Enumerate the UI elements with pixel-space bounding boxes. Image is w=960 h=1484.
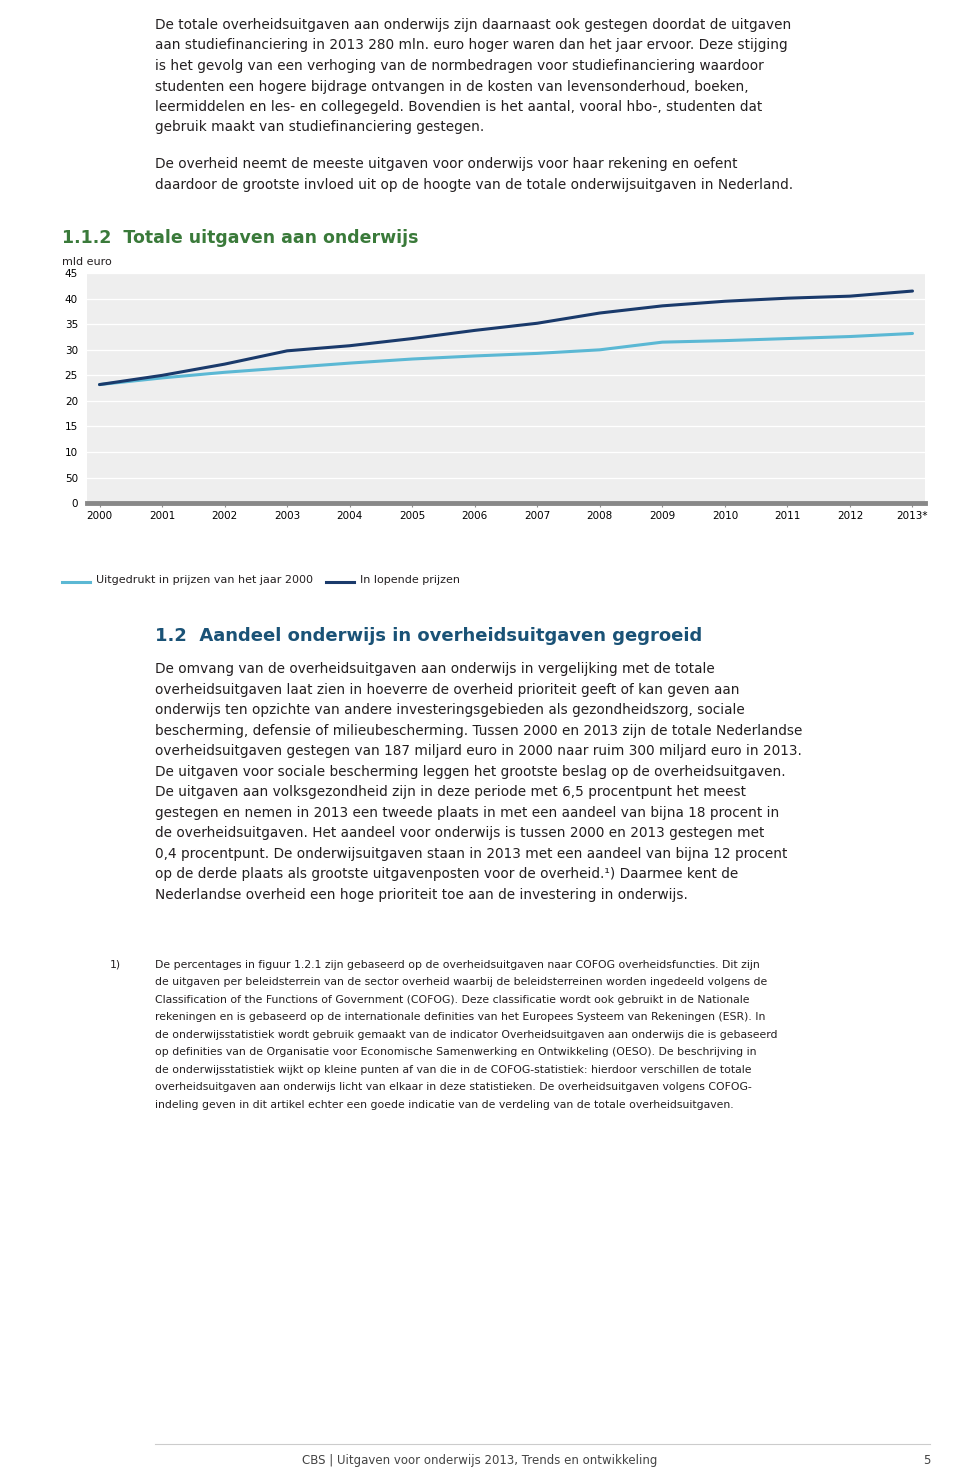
Text: De uitgaven aan volksgezondheid zijn in deze periode met 6,5 procentpunt het mee: De uitgaven aan volksgezondheid zijn in … — [155, 785, 746, 800]
Text: CBS | Uitgaven voor onderwijs 2013, Trends en ontwikkeling: CBS | Uitgaven voor onderwijs 2013, Tren… — [302, 1454, 658, 1468]
Text: gebruik maakt van studiefinanciering gestegen.: gebruik maakt van studiefinanciering ges… — [155, 120, 484, 135]
Text: de uitgaven per beleidsterrein van de sector overheid waarbij de beleidsterreine: de uitgaven per beleidsterrein van de se… — [155, 976, 767, 987]
Text: De omvang van de overheidsuitgaven aan onderwijs in vergelijking met de totale: De omvang van de overheidsuitgaven aan o… — [155, 662, 715, 677]
Text: gestegen en nemen in 2013 een tweede plaats in met een aandeel van bijna 18 proc: gestegen en nemen in 2013 een tweede pla… — [155, 806, 780, 819]
Text: overheidsuitgaven aan onderwijs licht van elkaar in deze statistieken. De overhe: overheidsuitgaven aan onderwijs licht va… — [155, 1082, 752, 1092]
Text: Uitgedrukt in prijzen van het jaar 2000: Uitgedrukt in prijzen van het jaar 2000 — [96, 576, 313, 585]
Text: overheidsuitgaven laat zien in hoeverre de overheid prioriteit geeft of kan geve: overheidsuitgaven laat zien in hoeverre … — [155, 683, 739, 697]
Text: 1): 1) — [110, 960, 121, 969]
Text: is het gevolg van een verhoging van de normbedragen voor studiefinanciering waar: is het gevolg van een verhoging van de n… — [155, 59, 764, 73]
Text: 5: 5 — [923, 1454, 930, 1468]
Text: Nederlandse overheid een hoge prioriteit toe aan de investering in onderwijs.: Nederlandse overheid een hoge prioriteit… — [155, 887, 688, 902]
Text: De percentages in figuur 1.2.1 zijn gebaseerd op de overheidsuitgaven naar COFOG: De percentages in figuur 1.2.1 zijn geba… — [155, 960, 759, 969]
Text: de onderwijsstatistiek wijkt op kleine punten af van die in de COFOG-statistiek:: de onderwijsstatistiek wijkt op kleine p… — [155, 1064, 752, 1074]
Text: daardoor de grootste invloed uit op de hoogte van de totale onderwijsuitgaven in: daardoor de grootste invloed uit op de h… — [155, 178, 793, 191]
Text: 0,4 procentpunt. De onderwijsuitgaven staan in 2013 met een aandeel van bijna 12: 0,4 procentpunt. De onderwijsuitgaven st… — [155, 847, 787, 861]
Text: Classification of the Functions of Government (COFOG). Deze classificatie wordt : Classification of the Functions of Gover… — [155, 994, 750, 1005]
Text: de overheidsuitgaven. Het aandeel voor onderwijs is tussen 2000 en 2013 gestegen: de overheidsuitgaven. Het aandeel voor o… — [155, 827, 764, 840]
Text: onderwijs ten opzichte van andere investeringsgebieden als gezondheidszorg, soci: onderwijs ten opzichte van andere invest… — [155, 703, 745, 717]
Text: In lopende prijzen: In lopende prijzen — [360, 576, 460, 585]
Text: de onderwijsstatistiek wordt gebruik gemaakt van de indicator Overheidsuitgaven : de onderwijsstatistiek wordt gebruik gem… — [155, 1030, 778, 1040]
Text: op de derde plaats als grootste uitgavenposten voor de overheid.¹) Daarmee kent : op de derde plaats als grootste uitgaven… — [155, 868, 738, 881]
Text: bescherming, defensie of milieubescherming. Tussen 2000 en 2013 zijn de totale N: bescherming, defensie of milieubeschermi… — [155, 724, 803, 738]
Text: 1.1.2  Totale uitgaven aan onderwijs: 1.1.2 Totale uitgaven aan onderwijs — [62, 229, 419, 248]
Text: studenten een hogere bijdrage ontvangen in de kosten van levensonderhoud, boeken: studenten een hogere bijdrage ontvangen … — [155, 80, 749, 93]
Text: op definities van de Organisatie voor Economische Samenwerking en Ontwikkeling (: op definities van de Organisatie voor Ec… — [155, 1048, 756, 1057]
Text: aan studiefinanciering in 2013 280 mln. euro hoger waren dan het jaar ervoor. De: aan studiefinanciering in 2013 280 mln. … — [155, 39, 787, 52]
Text: De overheid neemt de meeste uitgaven voor onderwijs voor haar rekening en oefent: De overheid neemt de meeste uitgaven voo… — [155, 157, 737, 171]
Text: rekeningen en is gebaseerd op de internationale definities van het Europees Syst: rekeningen en is gebaseerd op de interna… — [155, 1012, 765, 1022]
Text: 1.2  Aandeel onderwijs in overheidsuitgaven gegroeid: 1.2 Aandeel onderwijs in overheidsuitgav… — [155, 628, 703, 646]
Text: mld euro: mld euro — [62, 257, 111, 267]
Text: overheidsuitgaven gestegen van 187 miljard euro in 2000 naar ruim 300 miljard eu: overheidsuitgaven gestegen van 187 milja… — [155, 745, 802, 758]
Text: De uitgaven voor sociale bescherming leggen het grootste beslag op de overheidsu: De uitgaven voor sociale bescherming leg… — [155, 764, 785, 779]
Text: De totale overheidsuitgaven aan onderwijs zijn daarnaast ook gestegen doordat de: De totale overheidsuitgaven aan onderwij… — [155, 18, 791, 33]
Text: leermiddelen en les- en collegegeld. Bovendien is het aantal, vooral hbo-, stude: leermiddelen en les- en collegegeld. Bov… — [155, 99, 762, 114]
Text: indeling geven in dit artikel echter een goede indicatie van de verdeling van de: indeling geven in dit artikel echter een… — [155, 1100, 733, 1110]
